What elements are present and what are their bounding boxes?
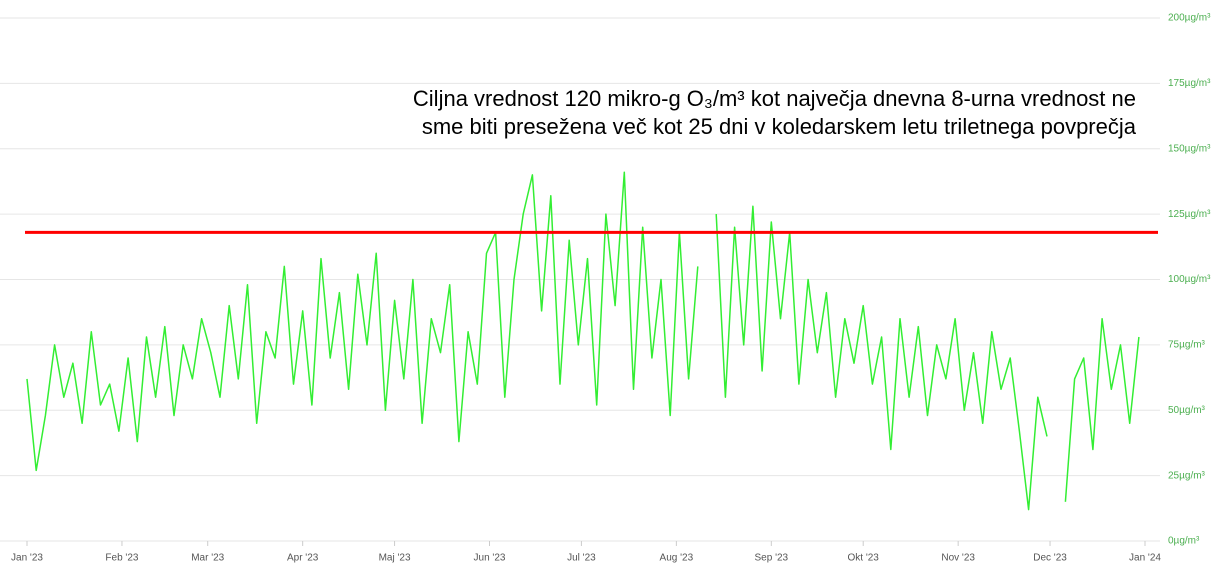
- y-tick-label: 75µg/m³: [1168, 340, 1206, 351]
- y-tick-label: 50µg/m³: [1168, 405, 1206, 416]
- x-tick-label: Jun '23: [474, 553, 506, 564]
- x-tick-label: Dec '23: [1033, 553, 1067, 564]
- x-tick-label: Mar '23: [191, 553, 224, 564]
- x-tick-label: Okt '23: [848, 553, 880, 564]
- y-tick-label: 100µg/m³: [1168, 274, 1211, 285]
- x-tick-label: Jan '23: [11, 553, 43, 564]
- x-tick-label: Aug '23: [660, 553, 694, 564]
- x-tick-label: Nov '23: [941, 553, 975, 564]
- series-line: [26, 171, 1140, 511]
- y-tick-label: 150µg/m³: [1168, 143, 1211, 154]
- annotation: sme biti presežena več kot 25 dni v kole…: [422, 114, 1137, 139]
- annotation: Ciljna vrednost 120 mikro-g O₃/m³ kot na…: [413, 86, 1136, 111]
- y-tick-label: 0µg/m³: [1168, 536, 1200, 547]
- x-tick-label: Maj '23: [379, 553, 411, 564]
- x-tick-label: Jan '24: [1129, 553, 1161, 564]
- x-tick-label: Jul '23: [567, 553, 596, 564]
- x-tick-label: Feb '23: [105, 553, 138, 564]
- x-tick-label: Sep '23: [755, 553, 789, 564]
- y-tick-label: 200µg/m³: [1168, 13, 1211, 24]
- y-tick-label: 125µg/m³: [1168, 209, 1211, 220]
- x-tick-label: Apr '23: [287, 553, 319, 564]
- y-tick-label: 175µg/m³: [1168, 78, 1211, 89]
- y-tick-label: 25µg/m³: [1168, 470, 1206, 481]
